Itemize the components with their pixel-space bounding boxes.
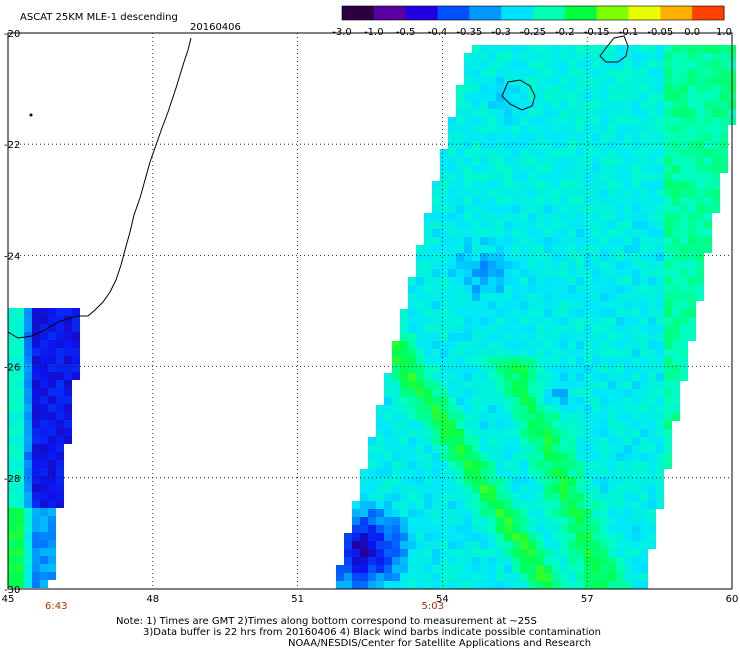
- colorbar-tick-label: -3.0: [332, 27, 352, 38]
- lat-label: -28: [4, 474, 20, 485]
- lat-label: -30: [4, 585, 20, 596]
- map-date: 20160406: [190, 22, 241, 33]
- coastlines: [7, 35, 629, 339]
- colorbar-tick-label: -0.25: [520, 27, 546, 38]
- swath-main: [336, 45, 736, 589]
- colorbar-swatch: [501, 6, 534, 20]
- reunion-coastline: [501, 79, 536, 111]
- colorbar-tick-label: 0.0: [684, 27, 700, 38]
- colorbar-swatch: [628, 6, 661, 20]
- lon-label: 48: [146, 594, 159, 605]
- colorbar-tick-label: -0.4: [428, 27, 448, 38]
- lat-label: -26: [4, 363, 20, 374]
- swath-left: [8, 308, 80, 588]
- lat-label: -22: [4, 140, 20, 151]
- axis-labels: 45 48 51 54 57 60 -20 -22 -24 -26 -28 -30 6:43 5:03: [2, 29, 739, 612]
- colorbar-swatch: [692, 6, 725, 20]
- note-line-3: NOAA/NESDIS/Center for Satellite Applica…: [288, 638, 592, 649]
- lat-label: -20: [4, 29, 20, 40]
- colorbar-swatch: [660, 6, 693, 20]
- colorbar-swatch: [596, 6, 629, 20]
- colorbar-tick-label: 1.0: [716, 27, 732, 38]
- colorbar-border: [341, 5, 725, 21]
- colorbar: -3.0 -1.0 -0.5 -0.4 -0.35 -0.3 -0.25 -0.2 -0.15-…: [332, 5, 732, 38]
- lon-label: 45: [2, 594, 15, 605]
- lon-label: 57: [581, 594, 594, 605]
- data-swaths: [8, 45, 736, 589]
- island-dot: [29, 113, 33, 117]
- plot-border: [7, 32, 733, 590]
- note-line-2: 3)Data buffer is 22 hrs from 20160406 4)…: [143, 627, 601, 638]
- lon-label: 51: [291, 594, 304, 605]
- pass-time-label: 5:03: [422, 601, 444, 612]
- note-line-1: Note: 1) Times are GMT 2)Times along bot…: [116, 616, 537, 627]
- colorbar-swatch: [469, 6, 502, 20]
- lon-label: 54: [436, 594, 449, 605]
- lat-label: -24: [4, 251, 20, 262]
- map-title: ASCAT 25KM MLE-1 descending: [20, 12, 178, 23]
- colorbar-tick-label: -0.05: [647, 27, 673, 38]
- colorbar-swatch: [437, 6, 470, 20]
- pass-time-label: 6:43: [45, 601, 67, 612]
- colorbar-tick-label: -0.1: [619, 27, 639, 38]
- colorbar-tick-label: -0.35: [456, 27, 482, 38]
- colorbar-tick-label: -0.5: [396, 27, 416, 38]
- lon-label: 60: [726, 594, 739, 605]
- colorbar-swatch: [373, 6, 407, 20]
- colorbar-swatch: [533, 6, 566, 20]
- colorbar-swatch: [405, 6, 438, 20]
- colorbar-tick-label: -0.15: [584, 27, 610, 38]
- colorbar-swatch: [564, 6, 598, 20]
- colorbar-swatch: [342, 6, 375, 20]
- mauritius-coastline: [599, 35, 629, 63]
- colorbar-tick-label: -0.2: [555, 27, 575, 38]
- colorbar-tick-label: -1.0: [364, 27, 384, 38]
- colorbar-tick-label: -0.3: [491, 27, 511, 38]
- madagascar-coastline: [7, 37, 192, 339]
